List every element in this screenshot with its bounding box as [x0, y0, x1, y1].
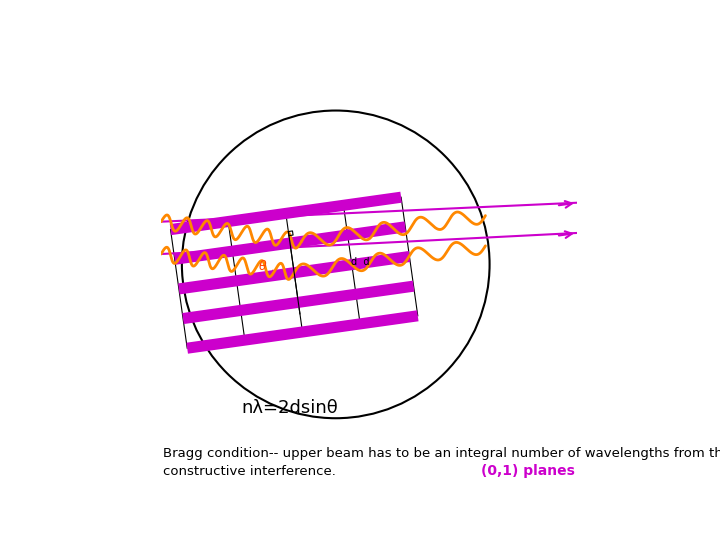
Text: d  d: d d: [351, 257, 369, 267]
Text: $\theta$: $\theta$: [258, 259, 268, 273]
Text: nλ=2dsinθ: nλ=2dsinθ: [242, 399, 338, 417]
Text: (0,1) planes: (0,1) planes: [481, 464, 575, 478]
Text: Bragg condition-- upper beam has to be an integral number of wavelengths from th: Bragg condition-- upper beam has to be a…: [163, 447, 720, 460]
Text: constructive interference.: constructive interference.: [163, 465, 336, 478]
